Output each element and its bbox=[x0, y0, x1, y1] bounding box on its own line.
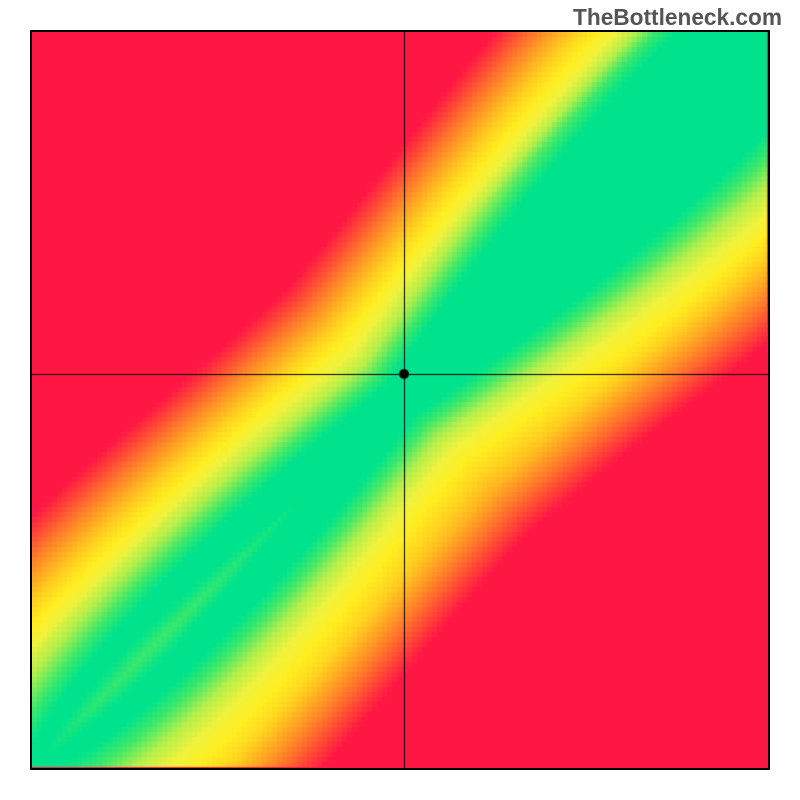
watermark-text: TheBottleneck.com bbox=[573, 4, 782, 31]
chart-container: TheBottleneck.com bbox=[0, 0, 800, 800]
plot-area bbox=[30, 30, 770, 770]
heatmap-canvas bbox=[32, 32, 768, 768]
